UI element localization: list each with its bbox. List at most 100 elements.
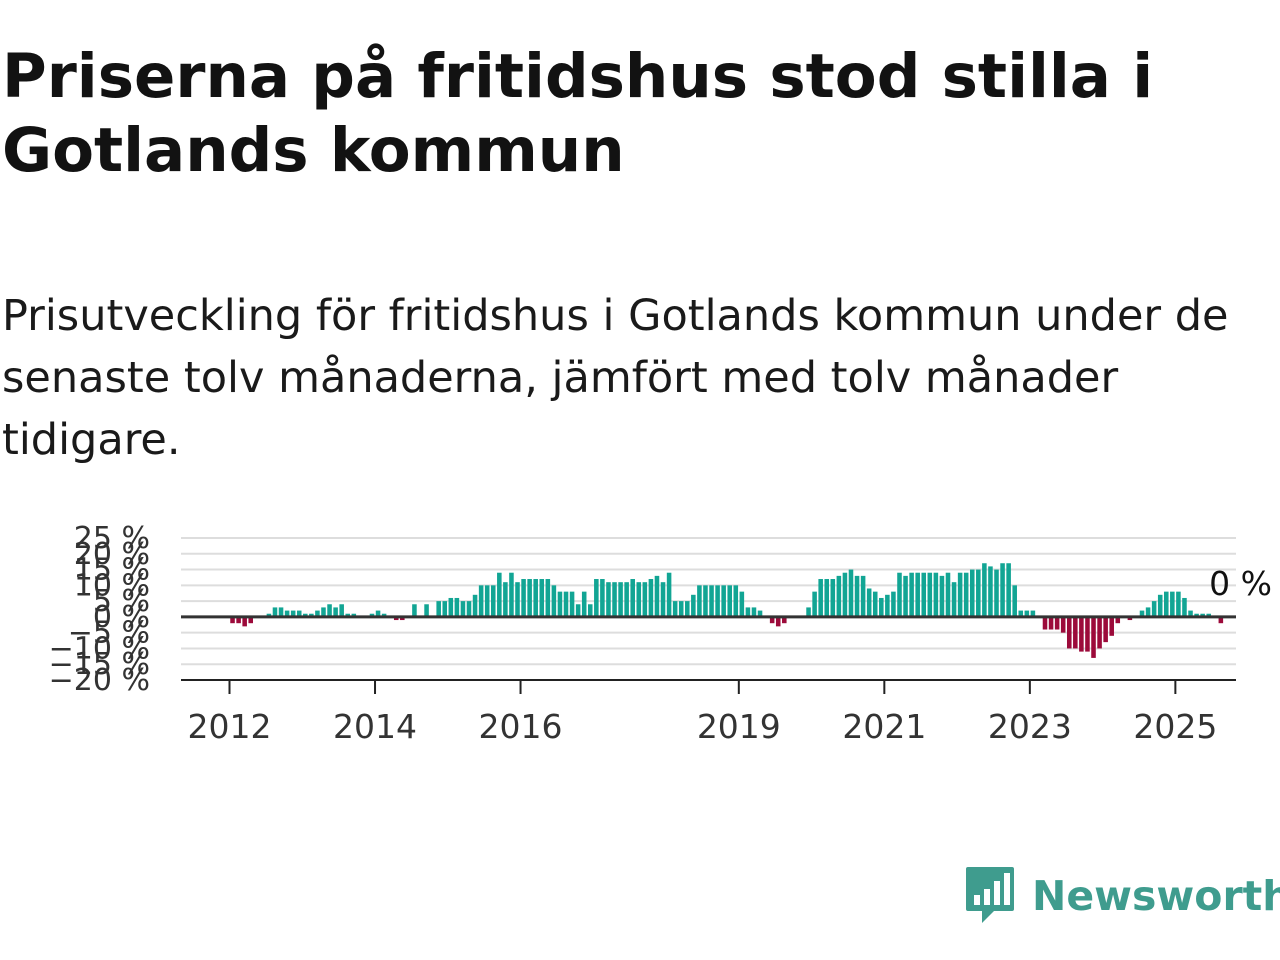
bar — [830, 579, 836, 617]
bar — [927, 572, 933, 617]
bar — [994, 569, 999, 617]
bar — [400, 616, 405, 621]
bar — [303, 613, 308, 617]
bar — [842, 572, 848, 617]
bar — [539, 579, 545, 617]
bar — [988, 566, 993, 617]
bar — [412, 604, 417, 617]
bar — [1000, 563, 1005, 617]
bar — [618, 582, 623, 617]
bar — [1024, 610, 1030, 617]
bar — [697, 585, 702, 617]
grid-lines — [181, 537, 1236, 681]
bar — [624, 582, 629, 617]
bar — [575, 604, 581, 617]
y-tick-label: −5 % — [68, 616, 150, 651]
bar — [509, 572, 514, 617]
x-tick-label: 2014 — [333, 707, 417, 740]
y-tick-label: −10 % — [49, 631, 150, 666]
bar — [345, 613, 351, 617]
bar — [915, 572, 920, 617]
bar — [636, 582, 642, 617]
bar — [436, 601, 441, 617]
bar — [630, 579, 635, 617]
bar — [836, 575, 842, 617]
bar — [497, 572, 502, 617]
bar — [806, 607, 811, 617]
bar — [860, 575, 866, 617]
bar — [976, 569, 981, 617]
price-change-bar-chart: −20 %−15 %−10 %−5 %0 %5 %10 %15 %20 %25 … — [49, 521, 1272, 740]
bar — [885, 594, 890, 617]
bar — [654, 575, 660, 617]
bar — [594, 579, 599, 617]
bar — [1164, 591, 1169, 617]
bar — [745, 607, 751, 617]
bar — [381, 613, 387, 617]
bar — [1103, 616, 1108, 643]
bar — [782, 616, 787, 624]
bar — [879, 597, 884, 617]
bar — [660, 582, 666, 617]
bar — [236, 616, 241, 624]
bar — [933, 572, 939, 617]
x-tick-label: 2021 — [842, 707, 926, 740]
bar — [600, 579, 605, 617]
bar — [897, 572, 902, 617]
bar — [1145, 607, 1151, 617]
bar — [375, 610, 381, 617]
bar — [727, 585, 732, 617]
bar — [296, 610, 302, 617]
y-tick-label: 15 % — [74, 553, 150, 588]
bar — [909, 572, 914, 617]
bar — [854, 575, 860, 617]
bar — [1079, 616, 1084, 652]
bar — [1151, 601, 1157, 617]
bar — [963, 572, 969, 617]
page-subtitle: Prisutveckling för fritidshus i Gotlands… — [2, 291, 1229, 465]
bar — [945, 572, 951, 617]
bar — [272, 607, 278, 617]
bar — [442, 601, 448, 617]
bar — [1097, 616, 1102, 649]
bar — [478, 585, 484, 617]
bar — [460, 601, 466, 617]
bar — [369, 613, 375, 617]
bar — [527, 579, 532, 617]
bar — [939, 575, 945, 617]
bar — [1218, 616, 1224, 624]
labels: −20 %−15 %−10 %−5 %0 %5 %10 %15 %20 %25 … — [49, 521, 1272, 740]
bar — [339, 604, 344, 617]
y-tick-label: −20 % — [49, 663, 150, 698]
y-tick-label: −15 % — [49, 647, 150, 682]
bar — [587, 604, 593, 617]
bar — [1073, 616, 1078, 649]
page-title: Priserna på fritidshus stod stilla i Got… — [2, 41, 1154, 186]
bar — [769, 616, 775, 624]
bar — [1085, 616, 1090, 652]
bar — [309, 613, 314, 617]
bar — [685, 601, 690, 617]
bar — [721, 585, 726, 617]
bar — [715, 585, 720, 617]
bar — [466, 601, 472, 617]
x-tick-label: 2019 — [697, 707, 781, 740]
bar — [515, 582, 520, 617]
bar — [606, 582, 611, 617]
bar — [424, 604, 429, 617]
bar — [230, 616, 235, 624]
bar — [1182, 597, 1187, 617]
bar — [1194, 613, 1199, 617]
bar — [242, 616, 247, 627]
bar — [1054, 616, 1060, 630]
bar — [678, 601, 684, 617]
y-tick-label: 5 % — [93, 584, 150, 619]
bar — [1042, 616, 1048, 630]
bar — [503, 582, 508, 617]
bar — [1206, 613, 1211, 617]
bar — [903, 575, 908, 617]
bar — [551, 585, 557, 617]
bar — [290, 610, 296, 617]
bar — [557, 591, 563, 617]
bar — [872, 591, 878, 617]
